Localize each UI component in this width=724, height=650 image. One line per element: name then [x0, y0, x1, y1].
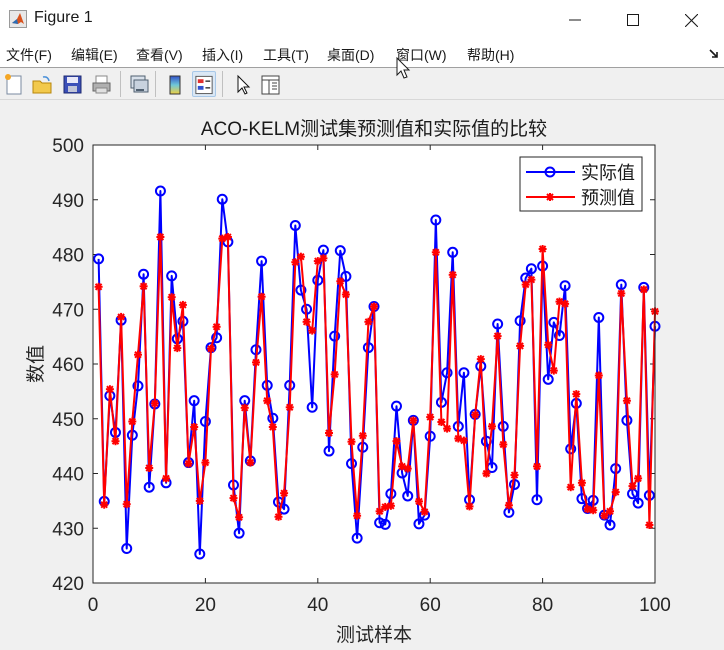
- chart-title: ACO-KELM测试集预测值和实际值的比较: [201, 118, 547, 140]
- y-tick-label: 440: [52, 465, 84, 486]
- x-axis-label: 测试样本: [336, 624, 412, 646]
- x-tick-labels: 0 20 40 60 80 100: [88, 595, 671, 616]
- axes-box: [92, 144, 656, 584]
- toolbar-separator: [222, 71, 223, 97]
- legend-icon: [195, 75, 213, 94]
- print-icon: [92, 75, 110, 93]
- save-button[interactable]: [60, 71, 84, 97]
- x-tick-label: 40: [307, 595, 328, 616]
- menu-file[interactable]: 文件(F): [6, 47, 52, 63]
- legend-actual-marker-icon: [544, 166, 556, 178]
- pointer-icon: [237, 74, 250, 95]
- close-button[interactable]: [662, 0, 720, 40]
- menu-view[interactable]: 查看(V): [136, 47, 183, 63]
- minimize-icon: [569, 19, 581, 21]
- y-tick-label: 470: [52, 300, 84, 321]
- legend-predicted-marker-icon: [546, 193, 554, 201]
- new-figure-icon: [4, 73, 21, 94]
- legend-predicted-label: 预测值: [581, 188, 635, 209]
- x-tick-label: 60: [420, 595, 441, 616]
- new-figure-button[interactable]: [2, 71, 26, 97]
- menu-tools[interactable]: 工具(T): [263, 47, 309, 63]
- y-tick-label: 420: [52, 574, 84, 595]
- save-icon: [63, 75, 81, 93]
- close-icon: [684, 13, 698, 27]
- mouse-cursor-icon: [396, 57, 411, 79]
- y-tick-label: 480: [52, 246, 84, 267]
- dock-figure-icon[interactable]: [708, 48, 720, 60]
- y-tick-label: 430: [52, 519, 84, 540]
- colorbar-button[interactable]: [162, 71, 186, 97]
- open-file-button[interactable]: [30, 71, 54, 97]
- window-title: Figure 1: [34, 9, 93, 26]
- x-tick-label: 80: [532, 595, 553, 616]
- figure-canvas: ACO-KELM测试集预测值和实际值的比较 0 20 40 60 80 100 420 43…: [0, 101, 724, 650]
- menu-bar: 文件(F) 编辑(E) 查看(V) 插入(I) 工具(T) 桌面(D) 窗口(W…: [0, 40, 724, 68]
- menu-desktop[interactable]: 桌面(D): [327, 47, 375, 63]
- legend-actual-label: 实际值: [581, 163, 635, 184]
- link-plot-icon: [130, 75, 148, 92]
- link-plot-button[interactable]: [127, 71, 151, 97]
- x-tick-label: 0: [88, 595, 99, 616]
- menu-help[interactable]: 帮助(H): [467, 47, 515, 63]
- property-inspector-button[interactable]: [258, 71, 282, 97]
- toolbar-separator: [120, 71, 121, 97]
- figure-toolbar: [0, 68, 724, 100]
- y-tick-label: 460: [52, 355, 84, 376]
- y-tick-label: 500: [52, 136, 84, 157]
- x-tick-label: 20: [195, 595, 216, 616]
- series-predicted: [94, 233, 659, 529]
- maximize-button[interactable]: [604, 0, 662, 40]
- legend[interactable]: 实际值 预测值: [519, 156, 643, 212]
- y-tick-label: 490: [52, 191, 84, 212]
- print-button[interactable]: [89, 71, 113, 97]
- y-tick-labels: 420 430 440 450 460 470 480 490 500: [52, 136, 84, 595]
- legend-button[interactable]: [192, 71, 216, 97]
- toolbar-separator: [155, 71, 156, 97]
- chart: ACO-KELM测试集预测值和实际值的比较 0 20 40 60 80 100 420 43…: [25, 118, 671, 646]
- menu-insert[interactable]: 插入(I): [202, 47, 244, 63]
- property-inspector-icon: [261, 75, 279, 94]
- axes-background: [93, 145, 655, 583]
- title-bar: Figure 1: [0, 0, 724, 40]
- x-tick-label: 100: [639, 595, 671, 616]
- matlab-logo-icon: [9, 10, 27, 28]
- plot-series: [93, 185, 661, 560]
- y-axis-label: 数值: [25, 345, 47, 383]
- menu-window[interactable]: 窗口(W): [396, 47, 447, 63]
- colorbar-icon: [169, 75, 180, 94]
- menu-edit[interactable]: 编辑(E): [71, 47, 118, 63]
- pointer-button[interactable]: [231, 71, 255, 97]
- maximize-icon: [627, 14, 639, 26]
- y-tick-label: 450: [52, 410, 84, 431]
- open-file-icon: [32, 75, 51, 93]
- minimize-button[interactable]: [546, 0, 604, 40]
- legend-box: [519, 156, 643, 212]
